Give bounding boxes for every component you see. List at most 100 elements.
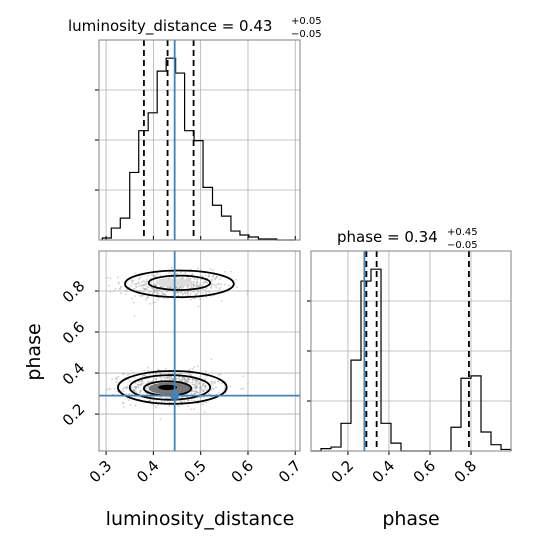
sample-point — [166, 375, 169, 378]
sample-point — [193, 284, 195, 287]
sample-point — [193, 278, 196, 281]
sample-point — [146, 288, 148, 291]
sample-point — [187, 379, 190, 382]
sample-point — [193, 379, 196, 381]
sample-point — [131, 280, 134, 283]
sample-point — [131, 282, 133, 285]
sample-point — [153, 275, 156, 277]
sample-point — [208, 275, 211, 278]
sample-point — [120, 292, 122, 295]
sample-point — [162, 293, 165, 295]
sample-point — [144, 288, 146, 291]
sample-point — [163, 293, 166, 295]
tick-label-y-0: 0.2 — [59, 400, 89, 430]
sample-point — [163, 293, 166, 296]
sample-point — [155, 400, 158, 402]
sample-point — [202, 288, 205, 290]
sample-point — [164, 379, 167, 381]
sample-point — [155, 289, 158, 291]
sample-point — [198, 391, 201, 394]
sample-point — [145, 288, 147, 291]
sample-point — [119, 287, 122, 290]
sample-point — [143, 284, 146, 286]
sample-point — [177, 377, 180, 380]
sample-point — [140, 295, 143, 297]
sample-point — [109, 277, 112, 280]
sample-point — [176, 290, 179, 293]
sample-point — [145, 387, 148, 390]
sample-point — [235, 286, 238, 289]
sample-point — [146, 280, 148, 283]
sample-point — [169, 287, 171, 289]
sample-point — [196, 280, 199, 283]
sample-point — [170, 375, 173, 378]
sample-point — [203, 385, 206, 388]
sample-point — [177, 291, 180, 294]
sample-point — [151, 292, 154, 294]
sample-point — [203, 281, 205, 284]
sample-point — [140, 380, 143, 383]
sample-point — [140, 382, 143, 385]
sample-point — [175, 286, 178, 289]
sample-point — [108, 284, 111, 287]
sample-point — [184, 380, 187, 382]
sample-point — [203, 396, 205, 399]
sample-point — [201, 403, 204, 405]
sample-point — [146, 296, 149, 299]
sample-point — [220, 283, 223, 286]
sample-point — [176, 404, 179, 407]
contour-0-0 — [124, 269, 235, 299]
sample-point — [183, 376, 186, 379]
title-phase-err-minus: −0.05 — [447, 240, 478, 251]
sample-point — [186, 378, 189, 380]
sample-point — [144, 391, 147, 394]
sample-point — [205, 290, 208, 293]
sample-point — [214, 382, 217, 385]
frame — [310, 250, 512, 452]
sample-point — [229, 270, 232, 273]
sample-point — [204, 274, 207, 277]
sample-point — [149, 303, 152, 305]
sample-point — [190, 390, 193, 393]
sample-point — [139, 389, 142, 392]
sample-point — [156, 293, 158, 296]
sample-point — [220, 300, 223, 302]
sample-point — [208, 275, 210, 278]
sample-point — [176, 291, 179, 293]
sample-point — [218, 288, 221, 290]
histogram-phase — [311, 268, 512, 452]
sample-point — [203, 289, 206, 292]
sample-point — [106, 276, 109, 279]
sample-point — [119, 288, 121, 291]
sample-point — [212, 283, 214, 286]
sample-point — [182, 293, 184, 296]
sample-point — [217, 373, 220, 376]
sample-point — [134, 404, 137, 407]
sample-point — [166, 377, 169, 380]
sample-point — [218, 278, 221, 281]
sample-point — [168, 405, 171, 407]
sample-point — [143, 373, 146, 376]
sample-point — [115, 377, 118, 379]
sample-point — [219, 373, 222, 376]
sample-point — [195, 380, 198, 383]
sample-point — [159, 418, 162, 420]
sample-point — [178, 287, 181, 290]
sample-point — [214, 380, 217, 383]
sample-point — [204, 387, 207, 390]
sample-point — [138, 283, 141, 286]
sample-point — [124, 386, 126, 389]
sample-point — [134, 390, 137, 392]
sample-point — [211, 382, 214, 385]
title-luminosity-distance-err-plus: +0.05 — [291, 16, 322, 27]
sample-point — [196, 285, 199, 287]
sample-point — [180, 291, 183, 293]
sample-point — [133, 390, 136, 393]
sample-point — [168, 277, 171, 279]
sample-point — [207, 393, 210, 395]
sample-point — [155, 283, 157, 286]
sample-point — [214, 284, 216, 287]
sample-point — [168, 376, 171, 378]
sample-point — [196, 281, 199, 284]
